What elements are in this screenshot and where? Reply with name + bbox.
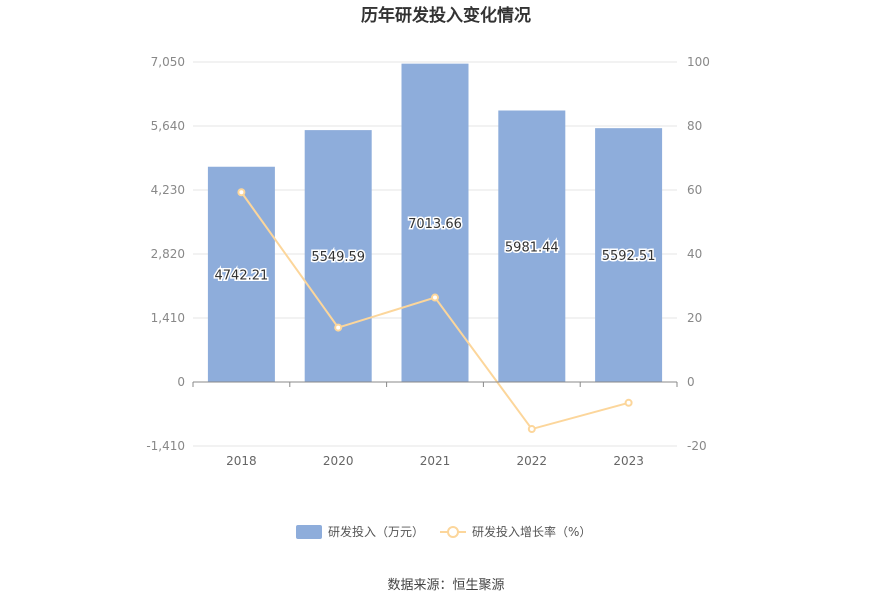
x-tick-label: 2021	[420, 454, 451, 468]
bar-labels: 4742.21 5549.59 7013.66 5981.44 5592.51	[213, 215, 657, 285]
left-tick-label: 4,230	[151, 183, 185, 197]
source-text: 数据来源：恒生聚源	[387, 578, 504, 593]
chart-title: 历年研发投入变化情况	[361, 5, 531, 26]
right-tick-label: 20	[687, 311, 702, 325]
legend-line-marker	[447, 526, 459, 538]
bar[interactable]	[207, 166, 275, 382]
right-tick-label: 100	[687, 55, 710, 69]
line-point[interactable]	[431, 293, 439, 302]
x-tick-label: 2018	[226, 454, 257, 468]
left-tick-label: -1,410	[146, 439, 185, 453]
line-point[interactable]	[237, 188, 246, 197]
x-axis: 2018 2020 2021 2022 2023	[192, 381, 678, 468]
x-tick-label: 2023	[613, 454, 644, 468]
bar-data-label: 5549.59	[311, 250, 365, 265]
left-tick-label: 2,820	[151, 247, 185, 261]
right-tick-label: 80	[687, 119, 702, 133]
right-tick-label: 0	[687, 375, 695, 389]
left-tick-label: 7,050	[151, 55, 185, 69]
left-tick-label: 1,410	[151, 311, 185, 325]
right-tick-label: -20	[687, 439, 707, 453]
left-axis: -1,410 0 1,410 2,820 4,230 5,640 7,050	[146, 55, 185, 453]
line-point[interactable]	[334, 323, 343, 332]
bar-data-label: 5981.44	[505, 240, 559, 255]
line-series	[237, 188, 633, 434]
right-tick-label: 60	[687, 183, 702, 197]
bar[interactable]	[304, 130, 372, 382]
line-point[interactable]	[527, 425, 536, 434]
bar-data-label: 7013.66	[408, 217, 462, 232]
legend-line-label[interactable]: 研发投入增长率（%）	[472, 524, 591, 539]
bar[interactable]	[498, 110, 566, 382]
x-tick-label: 2020	[323, 454, 354, 468]
bar-data-label: 4742.21	[215, 268, 269, 283]
bar-data-label: 5592.51	[602, 249, 656, 264]
bar[interactable]	[595, 128, 663, 382]
right-tick-label: 40	[687, 247, 702, 261]
legend: 研发投入（万元） 研发投入增长率（%）	[296, 524, 591, 539]
x-tick-label: 2022	[517, 454, 548, 468]
right-axis: -20 0 20 40 60 80 100	[687, 55, 710, 453]
line-point[interactable]	[624, 398, 633, 407]
left-tick-label: 5,640	[151, 119, 185, 133]
legend-bar-swatch[interactable]	[296, 525, 322, 539]
bar-series	[207, 63, 663, 382]
left-tick-label: 0	[177, 375, 185, 389]
legend-bar-label[interactable]: 研发投入（万元）	[328, 524, 424, 539]
